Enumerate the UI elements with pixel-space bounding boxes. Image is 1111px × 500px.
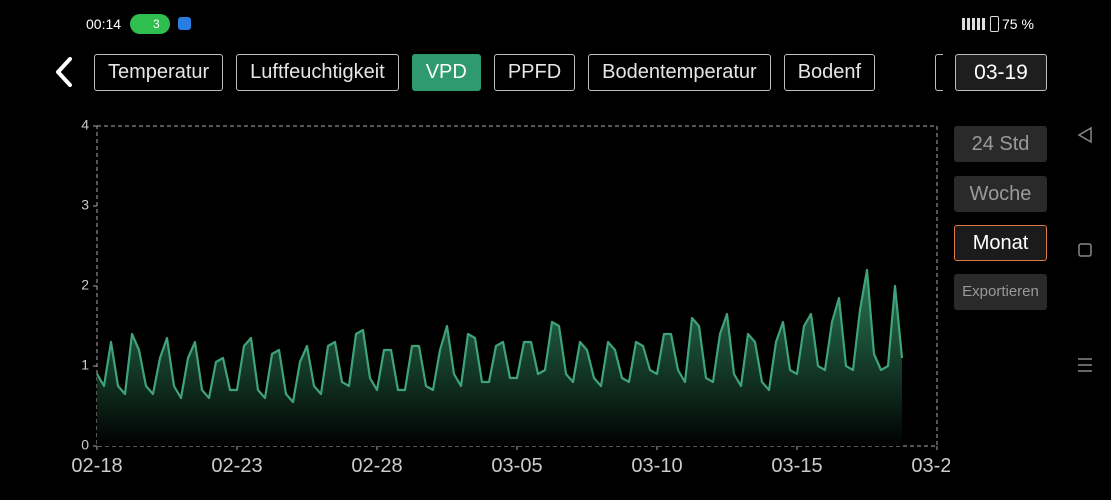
y-tick-label: 1: [81, 357, 89, 373]
tab[interactable]: Bodenf: [783, 54, 876, 91]
tab[interactable]: Temperatur: [94, 54, 224, 91]
nav-back[interactable]: [1077, 126, 1092, 144]
nav-bar: [1077, 126, 1092, 372]
x-tick-label: 03-15: [771, 455, 822, 477]
range-button[interactable]: Monat: [954, 225, 1047, 261]
back-button[interactable]: [50, 55, 80, 89]
clock: 00:14: [86, 16, 122, 32]
notification-icon: [178, 17, 191, 30]
x-tick-label: 02-28: [351, 455, 402, 477]
tab-partial: [935, 54, 943, 91]
tab[interactable]: VPD: [411, 54, 481, 91]
x-tick-label: 02-18: [71, 455, 122, 477]
battery-icon: [990, 16, 999, 32]
export-button[interactable]: Exportieren: [954, 274, 1047, 310]
tab[interactable]: PPFD: [493, 54, 576, 91]
signal-icon: [962, 18, 986, 30]
x-tick-label: 03-05: [491, 455, 542, 477]
date-picker[interactable]: 03-19: [955, 54, 1047, 91]
line: [96, 268, 904, 404]
y-tick-label: 0: [81, 437, 89, 453]
tab-bar: Temperatur Luftfeuchtigkeit VPD PPFD Bodente…: [94, 54, 942, 91]
nav-menu[interactable]: [1078, 358, 1092, 372]
area: [97, 270, 902, 446]
nav-home[interactable]: [1078, 243, 1092, 257]
range-button[interactable]: 24 Std: [954, 126, 1047, 162]
x-tick-label: 03-20: [911, 455, 950, 477]
tab[interactable]: Luftfeuchtigkeit: [236, 54, 399, 91]
chart: 0 1 2 3 4 02-18 02-23 02-28 03-05 03-10 03-15 03-20: [71, 117, 950, 477]
y-tick-label: 4: [81, 117, 89, 133]
x-tick-label: 02-23: [211, 455, 262, 477]
battery-level: 75 %: [1002, 16, 1034, 32]
wifi-badge-bg: [130, 14, 170, 34]
y-tick-label: 2: [81, 277, 89, 293]
x-tick-label: 03-10: [631, 455, 682, 477]
y-tick-label: 3: [81, 197, 89, 213]
wifi-badge: 3: [153, 17, 160, 31]
range-button[interactable]: Woche: [954, 176, 1047, 212]
tab[interactable]: Bodentemperatur: [588, 54, 771, 91]
